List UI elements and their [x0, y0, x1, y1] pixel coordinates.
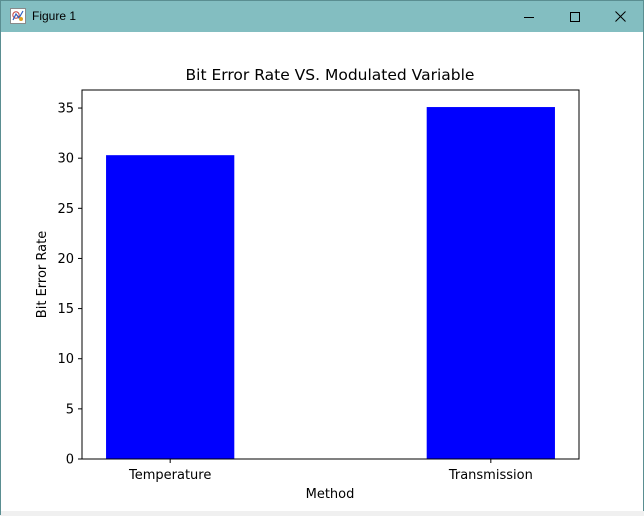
window-title: Figure 1	[32, 9, 77, 23]
x-axis-label: Method	[306, 487, 355, 502]
chart-title: Bit Error Rate VS. Modulated Variable	[186, 66, 475, 84]
y-tick-label: 10	[57, 352, 74, 367]
y-tick-label: 15	[57, 302, 74, 317]
title-bar[interactable]: Figure 1	[1, 1, 643, 32]
x-tick-label: Temperature	[128, 468, 211, 483]
y-tick-label: 30	[57, 152, 74, 167]
bars-group	[106, 107, 555, 459]
minimize-icon	[524, 12, 534, 22]
y-tick-label: 5	[66, 402, 74, 417]
bar-temperature	[106, 155, 235, 459]
axes-frame	[81, 89, 580, 460]
x-tick-label: Transmission	[448, 468, 533, 483]
y-tick-label: 0	[66, 453, 74, 468]
close-button[interactable]	[597, 1, 643, 32]
close-icon	[614, 11, 626, 22]
maximize-button[interactable]	[552, 1, 598, 32]
x-axis-ticks: Temperature Transmission	[128, 459, 533, 483]
figure-canvas[interactable]: Bit Error Rate VS. Modulated Variable 0 5…	[1, 32, 643, 511]
minimize-button[interactable]	[506, 1, 552, 32]
y-tick-label: 25	[57, 202, 74, 217]
y-axis-label: Bit Error Rate	[35, 231, 50, 318]
bar-transmission	[426, 107, 555, 459]
bar-chart: Bit Error Rate VS. Modulated Variable 0 5…	[35, 66, 580, 502]
y-tick-label: 35	[57, 102, 74, 117]
matplotlib-figure-icon	[10, 8, 26, 24]
y-axis-ticks: 0 5 10 15 20 25 30 35	[57, 102, 82, 468]
maximize-icon	[570, 11, 580, 22]
status-bar	[1, 511, 644, 516]
y-tick-label: 20	[57, 252, 74, 267]
